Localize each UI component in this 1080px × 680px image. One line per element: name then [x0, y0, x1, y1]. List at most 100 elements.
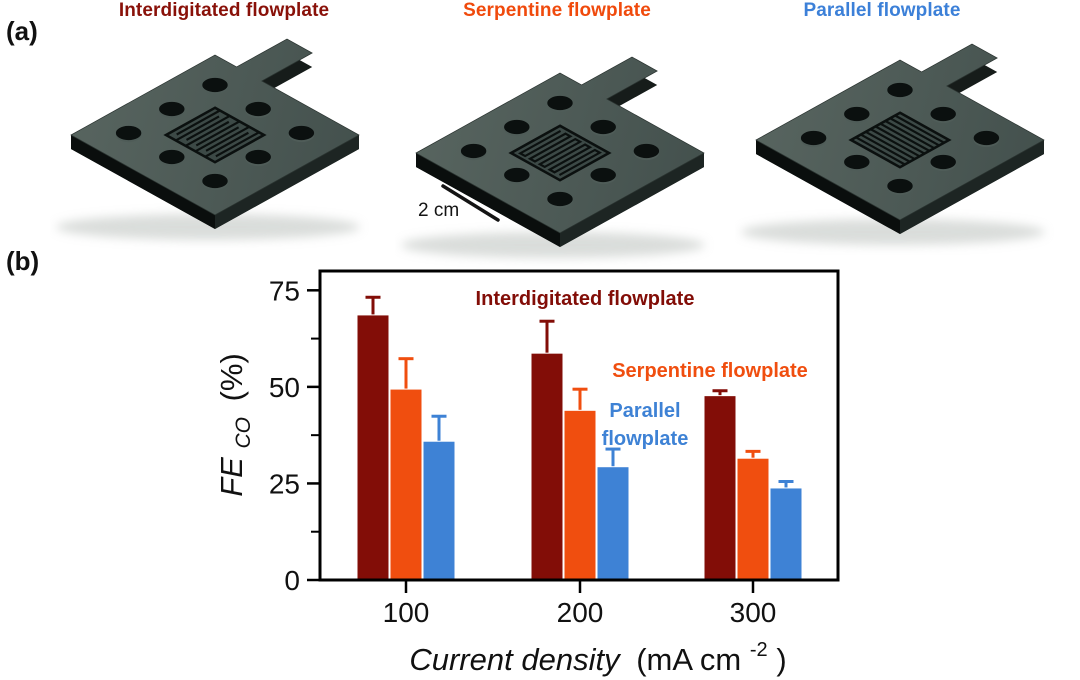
- bolt-hole: [887, 82, 913, 98]
- channel-groove: [205, 133, 248, 157]
- bar-serpentine: [390, 389, 422, 580]
- bolt-hole: [159, 101, 185, 117]
- bolt-hole: [115, 125, 142, 141]
- channel-groove: [206, 127, 249, 151]
- channel-groove: [885, 121, 934, 148]
- legend-serpentine: Serpentine flowplate: [612, 360, 808, 382]
- y-tick-label: 75: [269, 275, 300, 306]
- flow-channel-pattern-serpentine: [511, 126, 609, 180]
- bolt-hole: [288, 125, 315, 141]
- channel-groove: [186, 116, 229, 140]
- plate-left-face: [416, 153, 560, 247]
- bolt-hole: [202, 77, 228, 93]
- channel-groove: [890, 118, 939, 145]
- x-tick-label: 100: [383, 597, 430, 628]
- bolt-hole: [590, 119, 616, 135]
- channel-groove: [195, 127, 238, 151]
- bar-chart: FE CO (%) Current density (mA cm -2 ) 0 2…: [214, 269, 840, 677]
- bar-interdigitated: [357, 315, 389, 580]
- legend-parallel: Parallel: [609, 400, 680, 422]
- plot-frame: [318, 269, 840, 582]
- bolt-hole: [504, 119, 530, 135]
- bolt-hole: [202, 173, 228, 189]
- plate-title-interdigitated: Interdigitated flowplate: [118, 0, 330, 21]
- panel-a-label: (a): [6, 16, 38, 46]
- plate-right-face: [215, 135, 359, 229]
- plate-left-face: [756, 140, 900, 234]
- channel-groove: [196, 121, 239, 145]
- channel-groove: [871, 129, 920, 156]
- scale-bar-line: [441, 184, 500, 222]
- channel-groove: [177, 111, 220, 135]
- bolt-hole: [930, 106, 956, 122]
- bar-interdigitated: [704, 396, 736, 580]
- plate-left-face: [71, 135, 215, 229]
- plate-title-serpentine: Serpentine flowplate: [463, 0, 651, 21]
- x-axis-title-close: ): [776, 642, 786, 677]
- plate-shadow: [56, 214, 360, 240]
- flowplate-serpentine-illustration: [395, 48, 725, 268]
- bolt-hole: [159, 149, 185, 165]
- flow-channel-pattern-interdigitated: [166, 108, 264, 162]
- x-axis-title-sup: -2: [750, 639, 768, 661]
- plate-shadow: [741, 219, 1045, 245]
- plate-right-face: [560, 153, 704, 247]
- channel-groove: [895, 116, 944, 143]
- channel-groove: [216, 132, 259, 156]
- channel-groove: [861, 135, 910, 162]
- plate-title-parallel: Parallel flowplate: [803, 0, 961, 21]
- y-tick-label: 0: [284, 565, 300, 596]
- channel-groove: [186, 122, 229, 146]
- channel-groove: [176, 116, 219, 140]
- y-axis-title-main: FE: [214, 457, 249, 497]
- x-axis-title-main: Current density: [409, 642, 622, 677]
- bolt-hole: [800, 130, 827, 146]
- x-tick-label: 200: [557, 597, 604, 628]
- bar-interdigitated: [531, 353, 563, 580]
- channel-groove: [520, 131, 599, 175]
- bolt-hole: [973, 130, 1000, 146]
- bolt-hole: [460, 143, 487, 159]
- bolt-hole: [844, 154, 870, 170]
- bolt-hole: [844, 106, 870, 122]
- flowplate-interdigitated-illustration: [50, 30, 380, 250]
- bolt-hole: [245, 149, 271, 165]
- bolt-hole: [504, 167, 530, 183]
- bar-parallel: [423, 441, 455, 580]
- y-axis-title-unit: (%): [214, 353, 249, 401]
- legend-interdigitated: Interdigitated flowplate: [476, 288, 695, 310]
- panel-b-label: (b): [6, 246, 40, 276]
- bolt-hole: [245, 101, 271, 117]
- bolt-hole: [930, 154, 956, 170]
- y-axis-title-sub: CO: [232, 417, 255, 449]
- bolt-hole: [590, 167, 616, 183]
- x-axis-title: Current density (mA cm -2 ): [409, 628, 786, 677]
- bar-parallel: [770, 488, 802, 580]
- channel-groove: [866, 132, 915, 159]
- flowplate-svg-interdigitated: [56, 30, 380, 240]
- x-axis-title-unit: (mA cm: [636, 642, 741, 677]
- bolt-hole: [887, 178, 913, 194]
- flowplate-parallel-illustration: [735, 35, 1065, 255]
- plate-top-detail: [115, 77, 315, 191]
- bolt-hole: [547, 95, 573, 111]
- bar-parallel: [597, 467, 629, 580]
- channel-groove: [856, 137, 905, 164]
- x-tick-label: 300: [730, 597, 777, 628]
- flowplate-svg-parallel: [741, 35, 1065, 245]
- y-axis-title: FE CO (%): [214, 353, 257, 497]
- bolt-hole: [547, 191, 573, 207]
- plate-right-face: [900, 140, 1044, 234]
- channel-groove: [880, 124, 929, 151]
- flow-channel-pattern-parallel: [851, 113, 949, 167]
- plate-top-detail: [800, 82, 1000, 196]
- bolt-hole: [633, 143, 660, 159]
- legend-parallel: flowplate: [602, 428, 689, 450]
- y-tick-label: 50: [269, 372, 300, 403]
- bar-serpentine: [564, 410, 596, 580]
- flowplate-svg-serpentine: [401, 48, 725, 258]
- channel-groove: [876, 126, 925, 153]
- y-tick-label: 25: [269, 468, 300, 499]
- plate-top-detail: [460, 95, 660, 209]
